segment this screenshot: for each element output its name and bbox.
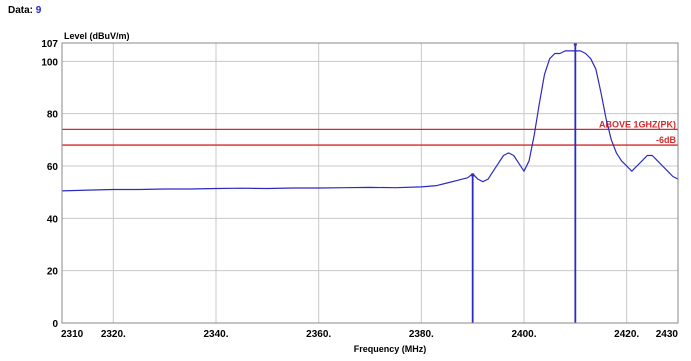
- x-tick-label: 2400.: [511, 329, 536, 340]
- data-number: 9: [35, 5, 42, 16]
- y-tick-label: 40: [47, 214, 59, 225]
- data-label-text: Data:: [8, 5, 34, 16]
- y-tick-label: 100: [41, 57, 58, 68]
- y-tick-labels: 0 20 40 60 80 100 107: [41, 39, 58, 330]
- x-tick-label: 2310: [61, 329, 84, 340]
- x-tick-label: 2430: [656, 329, 679, 340]
- x-tick-label: 2320.: [101, 329, 126, 340]
- limit-line-label: -6dB: [656, 135, 677, 145]
- grid-lines: [62, 43, 678, 323]
- trace-group: [61, 50, 679, 192]
- y-tick-label: 0: [52, 319, 58, 330]
- y-axis-label: Level (dBuV/m): [64, 31, 130, 41]
- marker-point: [471, 173, 475, 177]
- limit-lines: ABOVE 1GHZ(PK) -6dB: [62, 119, 678, 146]
- y-tick-label: 20: [47, 267, 59, 278]
- x-axis-label: Frequency (MHz): [354, 344, 427, 354]
- x-tick-labels: 2310 2320. 2340. 2360. 2380. 2400. 2420. 2430: [61, 329, 678, 340]
- data-label: Data: 9: [8, 5, 41, 16]
- plot-frame: [61, 42, 679, 324]
- x-tick-label: 2380.: [409, 329, 434, 340]
- trace-line: [61, 50, 679, 192]
- y-tick-label: 60: [47, 162, 59, 173]
- x-tick-label: 2360.: [306, 329, 331, 340]
- y-tick-label: 107: [41, 39, 58, 50]
- limit-line-label: ABOVE 1GHZ(PK): [599, 119, 676, 129]
- x-tick-label: 2420.: [614, 329, 639, 340]
- marker-point: [573, 42, 577, 46]
- y-tick-label: 80: [47, 110, 59, 121]
- x-tick-label: 2340.: [203, 329, 228, 340]
- marker-lines: [471, 42, 577, 323]
